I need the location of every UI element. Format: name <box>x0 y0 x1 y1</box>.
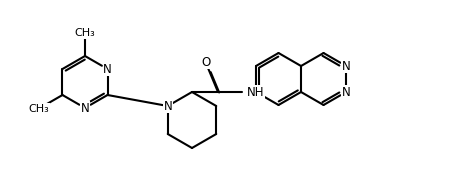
Text: CH₃: CH₃ <box>75 28 95 38</box>
Text: O: O <box>202 56 211 68</box>
Text: N: N <box>341 85 350 99</box>
Text: N: N <box>341 59 350 73</box>
Text: N: N <box>103 62 112 76</box>
Text: NH: NH <box>247 85 264 99</box>
Text: N: N <box>81 102 90 114</box>
Text: CH₃: CH₃ <box>28 104 49 114</box>
Text: N: N <box>163 99 172 113</box>
